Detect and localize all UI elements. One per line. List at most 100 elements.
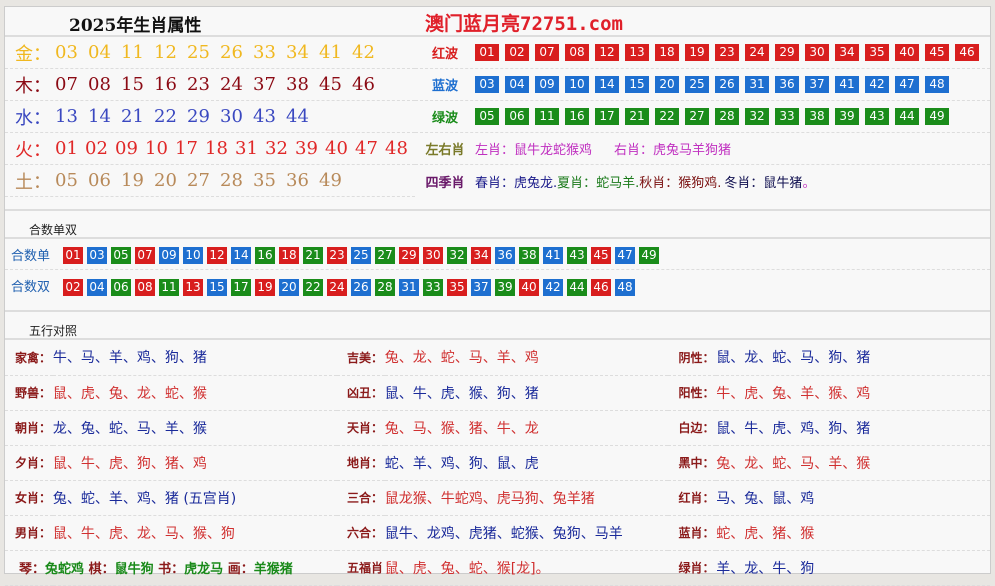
number-badge[interactable]: 10 bbox=[565, 76, 589, 93]
number-badge[interactable]: 23 bbox=[327, 247, 347, 264]
number-badge[interactable]: 03 bbox=[475, 76, 499, 93]
number-badge[interactable]: 06 bbox=[505, 108, 529, 125]
number-badge[interactable]: 11 bbox=[535, 108, 559, 125]
number-badge[interactable]: 22 bbox=[303, 278, 323, 296]
number-badge[interactable]: 31 bbox=[399, 278, 419, 296]
number-badge[interactable]: 03 bbox=[87, 247, 107, 264]
number-badge[interactable]: 05 bbox=[475, 108, 499, 125]
number-badge[interactable]: 25 bbox=[685, 76, 709, 93]
number-badge[interactable]: 29 bbox=[399, 247, 419, 264]
number-badge[interactable]: 45 bbox=[925, 44, 949, 61]
number-badge[interactable]: 07 bbox=[535, 44, 559, 61]
number-badge[interactable]: 38 bbox=[805, 108, 829, 125]
number-badge[interactable]: 04 bbox=[505, 76, 529, 93]
number-badge[interactable]: 43 bbox=[865, 108, 889, 125]
number-badge[interactable]: 32 bbox=[745, 108, 769, 125]
number-badge[interactable]: 46 bbox=[591, 278, 611, 296]
number-badge[interactable]: 04 bbox=[87, 278, 107, 296]
number-badge[interactable]: 16 bbox=[565, 108, 589, 125]
number-badge[interactable]: 07 bbox=[135, 247, 155, 264]
number-badge[interactable]: 25 bbox=[351, 247, 371, 264]
number-badge[interactable]: 48 bbox=[615, 278, 635, 296]
number-badge[interactable]: 15 bbox=[625, 76, 649, 93]
number-badge[interactable]: 39 bbox=[835, 108, 859, 125]
number-badge[interactable]: 43 bbox=[567, 247, 587, 264]
number-badge[interactable]: 36 bbox=[775, 76, 799, 93]
number-badge[interactable]: 02 bbox=[505, 44, 529, 61]
number-badge[interactable]: 05 bbox=[111, 247, 131, 264]
number-badge[interactable]: 13 bbox=[625, 44, 649, 61]
number-badge[interactable]: 38 bbox=[519, 247, 539, 264]
number-badge[interactable]: 12 bbox=[595, 44, 619, 61]
number-badge[interactable]: 36 bbox=[495, 247, 515, 264]
number-badge[interactable]: 14 bbox=[595, 76, 619, 93]
number-badge[interactable]: 12 bbox=[207, 247, 227, 264]
number-badge[interactable]: 33 bbox=[775, 108, 799, 125]
number-badge[interactable]: 28 bbox=[375, 278, 395, 296]
number-badge[interactable]: 47 bbox=[895, 76, 919, 93]
number-badge[interactable]: 46 bbox=[955, 44, 979, 61]
number-badge[interactable]: 41 bbox=[835, 76, 859, 93]
number-badge[interactable]: 20 bbox=[279, 278, 299, 296]
number-badge[interactable]: 45 bbox=[591, 247, 611, 264]
number-badge[interactable]: 24 bbox=[327, 278, 347, 296]
number-badge[interactable]: 10 bbox=[183, 247, 203, 264]
number-badge[interactable]: 14 bbox=[231, 247, 251, 264]
number-badge[interactable]: 42 bbox=[543, 278, 563, 296]
number-badge[interactable]: 27 bbox=[685, 108, 709, 125]
number-badge[interactable]: 24 bbox=[745, 44, 769, 61]
number-badge[interactable]: 08 bbox=[565, 44, 589, 61]
number-badge[interactable]: 39 bbox=[495, 278, 515, 296]
number-badge[interactable]: 33 bbox=[423, 278, 443, 296]
number-badge[interactable]: 47 bbox=[615, 247, 635, 264]
number-badge[interactable]: 28 bbox=[715, 108, 739, 125]
number-badge[interactable]: 02 bbox=[63, 278, 83, 296]
number-badge[interactable]: 42 bbox=[865, 76, 889, 93]
number-badge[interactable]: 19 bbox=[255, 278, 275, 296]
number-badge[interactable]: 22 bbox=[655, 108, 679, 125]
number-badge[interactable]: 49 bbox=[639, 247, 659, 264]
number-badge[interactable]: 15 bbox=[207, 278, 227, 296]
number-badge[interactable]: 18 bbox=[279, 247, 299, 264]
number-badge[interactable]: 20 bbox=[655, 76, 679, 93]
site-name[interactable]: 澳门蓝月亮72751.com bbox=[425, 13, 623, 35]
number-badge[interactable]: 21 bbox=[625, 108, 649, 125]
number-badge[interactable]: 30 bbox=[423, 247, 443, 264]
number-badge[interactable]: 27 bbox=[375, 247, 395, 264]
number-badge[interactable]: 34 bbox=[471, 247, 491, 264]
number-badge[interactable]: 35 bbox=[865, 44, 889, 61]
number-badge[interactable]: 35 bbox=[447, 278, 467, 296]
number-badge[interactable]: 21 bbox=[303, 247, 323, 264]
number-badge[interactable]: 17 bbox=[595, 108, 619, 125]
wuxing-row: 女肖： 兔、蛇、羊、鸡、猪 (五宫肖) 三合： 鼠龙猴、牛蛇鸡、虎马狗、兔羊猪 红肖：马… bbox=[5, 480, 990, 516]
number-badge[interactable]: 19 bbox=[685, 44, 709, 61]
number-badge[interactable]: 23 bbox=[715, 44, 739, 61]
number-badge[interactable]: 44 bbox=[895, 108, 919, 125]
number-badge[interactable]: 37 bbox=[471, 278, 491, 296]
number-badge[interactable]: 44 bbox=[567, 278, 587, 296]
number-badge[interactable]: 18 bbox=[655, 44, 679, 61]
number-badge[interactable]: 41 bbox=[543, 247, 563, 264]
number-badge[interactable]: 29 bbox=[775, 44, 799, 61]
number-badge[interactable]: 09 bbox=[535, 76, 559, 93]
number-badge[interactable]: 48 bbox=[925, 76, 949, 93]
number-badge[interactable]: 40 bbox=[519, 278, 539, 296]
number-badge[interactable]: 01 bbox=[63, 247, 83, 264]
number-badge[interactable]: 08 bbox=[135, 278, 155, 296]
number-badge[interactable]: 13 bbox=[183, 278, 203, 296]
number-badge[interactable]: 30 bbox=[805, 44, 829, 61]
number-badge[interactable]: 49 bbox=[925, 108, 949, 125]
number-badge[interactable]: 34 bbox=[835, 44, 859, 61]
number-badge[interactable]: 11 bbox=[159, 278, 179, 296]
number-badge[interactable]: 37 bbox=[805, 76, 829, 93]
number-badge[interactable]: 26 bbox=[351, 278, 371, 296]
number-badge[interactable]: 01 bbox=[475, 44, 499, 61]
number-badge[interactable]: 17 bbox=[231, 278, 251, 296]
number-badge[interactable]: 06 bbox=[111, 278, 131, 296]
number-badge[interactable]: 26 bbox=[715, 76, 739, 93]
number-badge[interactable]: 31 bbox=[745, 76, 769, 93]
number-badge[interactable]: 32 bbox=[447, 247, 467, 264]
number-badge[interactable]: 09 bbox=[159, 247, 179, 264]
number-badge[interactable]: 16 bbox=[255, 247, 275, 264]
number-badge[interactable]: 40 bbox=[895, 44, 919, 61]
